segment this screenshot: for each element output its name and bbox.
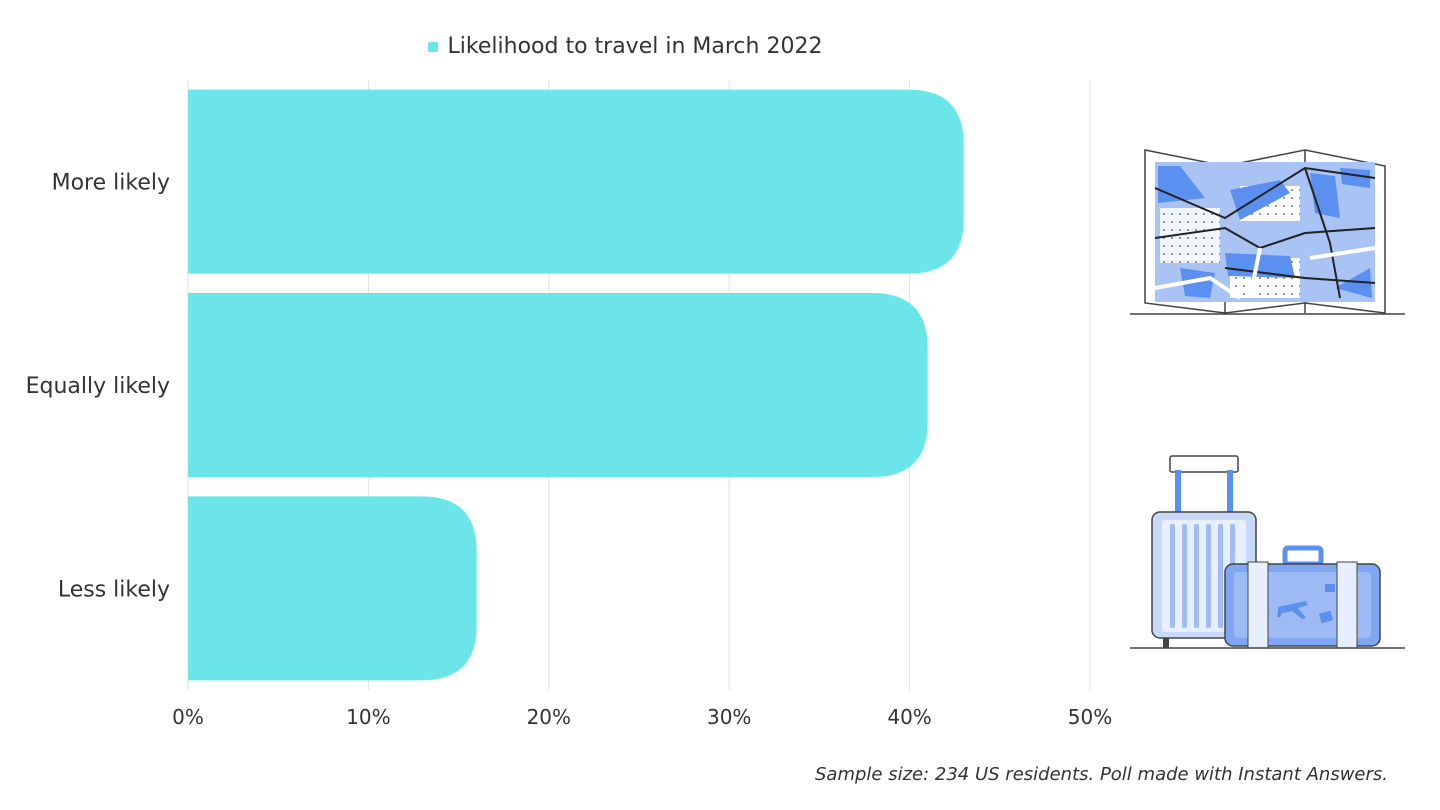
x-tick-label: 40% bbox=[887, 705, 931, 729]
category-label: Less likely bbox=[58, 577, 170, 602]
category-label: Equally likely bbox=[26, 374, 170, 399]
legend-label: Likelihood to travel in March 2022 bbox=[447, 34, 823, 59]
category-label: More likely bbox=[52, 171, 170, 196]
x-tick-label: 50% bbox=[1068, 705, 1112, 729]
bar bbox=[188, 89, 964, 274]
x-tick-label: 10% bbox=[346, 705, 390, 729]
legend-swatch bbox=[427, 41, 438, 52]
x-tick-label: 20% bbox=[527, 705, 571, 729]
x-tick-label: 0% bbox=[172, 705, 204, 729]
footnote: Sample size: 234 US residents. Poll made… bbox=[815, 764, 1388, 785]
map-icon bbox=[1130, 149, 1405, 315]
x-tick-label: 30% bbox=[707, 705, 751, 729]
bar bbox=[188, 293, 928, 477]
luggage-icon bbox=[1130, 455, 1405, 649]
legend: Likelihood to travel in March 2022 bbox=[0, 34, 1250, 59]
bar bbox=[188, 496, 477, 681]
